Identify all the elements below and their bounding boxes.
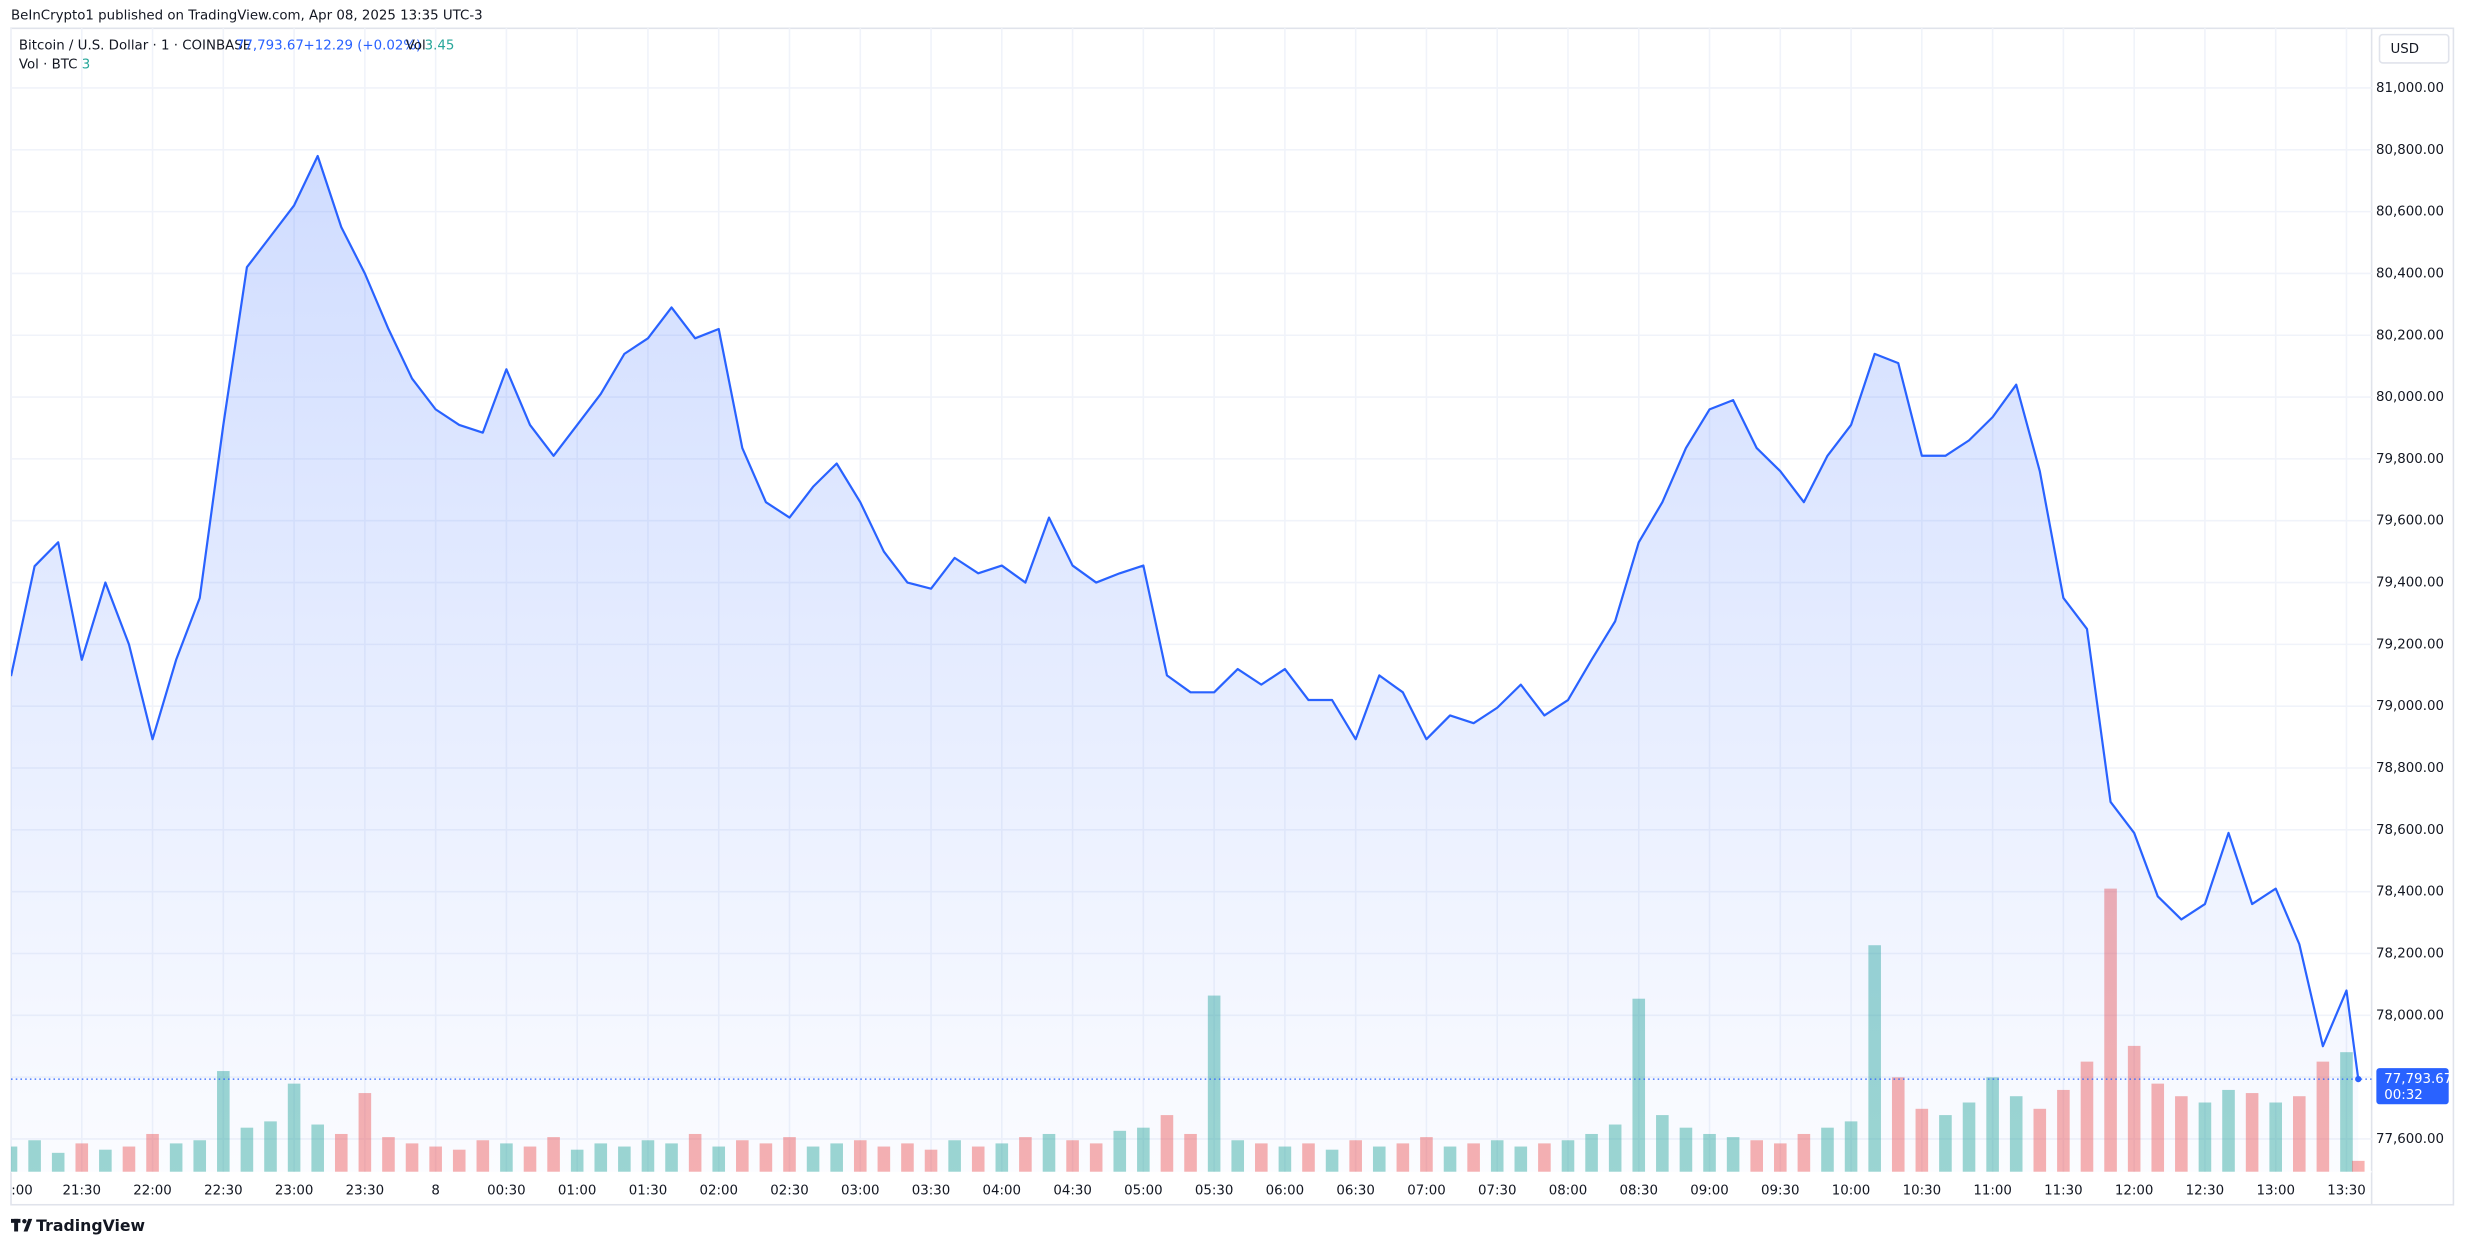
x-tick-label: 13:30 bbox=[2327, 1184, 2365, 1199]
x-tick-label: :00 bbox=[11, 1184, 33, 1199]
y-tick-label: 79,400.00 bbox=[2376, 576, 2444, 591]
y-tick-label: 80,600.00 bbox=[2376, 205, 2444, 220]
y-tick-label: 80,000.00 bbox=[2376, 390, 2444, 405]
price-line bbox=[11, 154, 2360, 1080]
x-tick-label: 23:30 bbox=[346, 1184, 384, 1199]
x-tick-label: 13:00 bbox=[2256, 1184, 2294, 1199]
currency: USD bbox=[2391, 42, 2420, 57]
published-header: BeInCrypto1 published on TradingView.com… bbox=[11, 9, 483, 24]
x-tick-label: 12:30 bbox=[2186, 1184, 2224, 1199]
logo-part bbox=[22, 1219, 27, 1224]
footer-brand: TradingView bbox=[36, 1216, 145, 1235]
y-tick-label: 79,800.00 bbox=[2376, 452, 2444, 467]
axes: 77,600.0077,800.0078,000.0078,200.0078,4… bbox=[11, 81, 2452, 1199]
x-tick-label: 10:00 bbox=[1832, 1184, 1870, 1199]
x-tick-label: 11:00 bbox=[1973, 1184, 2011, 1199]
x-tick-label: 02:00 bbox=[699, 1184, 737, 1199]
logo-part bbox=[14, 1218, 19, 1232]
x-tick-label: 03:00 bbox=[841, 1184, 879, 1199]
x-tick-label: 22:30 bbox=[204, 1184, 242, 1199]
x-tick-label: 11:30 bbox=[2044, 1184, 2082, 1199]
x-tick-label: 04:00 bbox=[983, 1184, 1021, 1199]
x-tick-label: 07:00 bbox=[1407, 1184, 1445, 1199]
x-tick-label: 04:30 bbox=[1053, 1184, 1091, 1199]
y-tick-label: 80,400.00 bbox=[2376, 266, 2444, 281]
x-tick-label: 09:30 bbox=[1761, 1184, 1799, 1199]
legend-last: 77,793.67 bbox=[236, 39, 304, 54]
x-tick-label: 03:30 bbox=[912, 1184, 950, 1199]
y-tick-label: 80,800.00 bbox=[2376, 143, 2444, 158]
legend-vol-row-value: 3 bbox=[82, 57, 90, 72]
x-tick-label: 12:00 bbox=[2115, 1184, 2153, 1199]
x-tick-label: 23:00 bbox=[275, 1184, 313, 1199]
x-tick-label: 06:30 bbox=[1336, 1184, 1374, 1199]
y-tick-label: 78,400.00 bbox=[2376, 885, 2444, 900]
y-tick-label: 80,200.00 bbox=[2376, 328, 2444, 343]
legend-vol-row: Vol · BTC bbox=[19, 57, 78, 72]
y-tick-label: 79,600.00 bbox=[2376, 514, 2444, 529]
legend-change: +12.29 (+0.02%) bbox=[304, 39, 422, 54]
y-tick-label: 78,800.00 bbox=[2376, 761, 2444, 776]
countdown: 00:32 bbox=[2384, 1088, 2422, 1103]
last-point bbox=[2355, 1075, 2362, 1083]
x-tick-label: 07:30 bbox=[1478, 1184, 1516, 1199]
x-tick-label: 06:00 bbox=[1266, 1184, 1304, 1199]
legend-symbol: Bitcoin / U.S. Dollar · 1 · COINBASE bbox=[19, 39, 251, 54]
x-tick-label: 10:30 bbox=[1903, 1184, 1941, 1199]
x-tick-label: 09:00 bbox=[1690, 1184, 1728, 1199]
y-tick-label: 77,600.00 bbox=[2376, 1132, 2444, 1147]
last-price-label: 77,793.67 bbox=[2384, 1072, 2452, 1087]
y-tick-label: 78,600.00 bbox=[2376, 823, 2444, 838]
x-tick-label: 08:30 bbox=[1620, 1184, 1658, 1199]
x-tick-label: 21:30 bbox=[63, 1184, 101, 1199]
legend-vol-value: 3.45 bbox=[425, 39, 455, 54]
x-tick-label: 08:00 bbox=[1549, 1184, 1587, 1199]
footer-logo bbox=[11, 1218, 33, 1232]
y-tick-label: 78,200.00 bbox=[2376, 946, 2444, 961]
legend-vol-label: Vol bbox=[406, 39, 426, 54]
y-tick-label: 79,200.00 bbox=[2376, 637, 2444, 652]
last-price-box bbox=[2376, 1068, 2449, 1105]
x-tick-label: 05:00 bbox=[1124, 1184, 1162, 1199]
x-tick-label: 01:00 bbox=[558, 1184, 596, 1199]
price-area bbox=[11, 156, 2359, 1172]
currency-box[interactable] bbox=[2378, 33, 2450, 64]
x-tick-label: 22:00 bbox=[133, 1184, 171, 1199]
x-tick-label: 02:30 bbox=[770, 1184, 808, 1199]
x-tick-label: 8 bbox=[431, 1184, 439, 1199]
y-tick-label: 81,000.00 bbox=[2376, 81, 2444, 96]
price bbox=[11, 154, 2372, 1172]
logo-part bbox=[23, 1218, 33, 1232]
y-tick-label: 79,000.00 bbox=[2376, 699, 2444, 714]
x-tick-label: 00:30 bbox=[487, 1184, 525, 1199]
x-tick-label: 01:30 bbox=[629, 1184, 667, 1199]
y-tick-label: 78,000.00 bbox=[2376, 1008, 2444, 1023]
x-tick-label: 05:30 bbox=[1195, 1184, 1233, 1199]
